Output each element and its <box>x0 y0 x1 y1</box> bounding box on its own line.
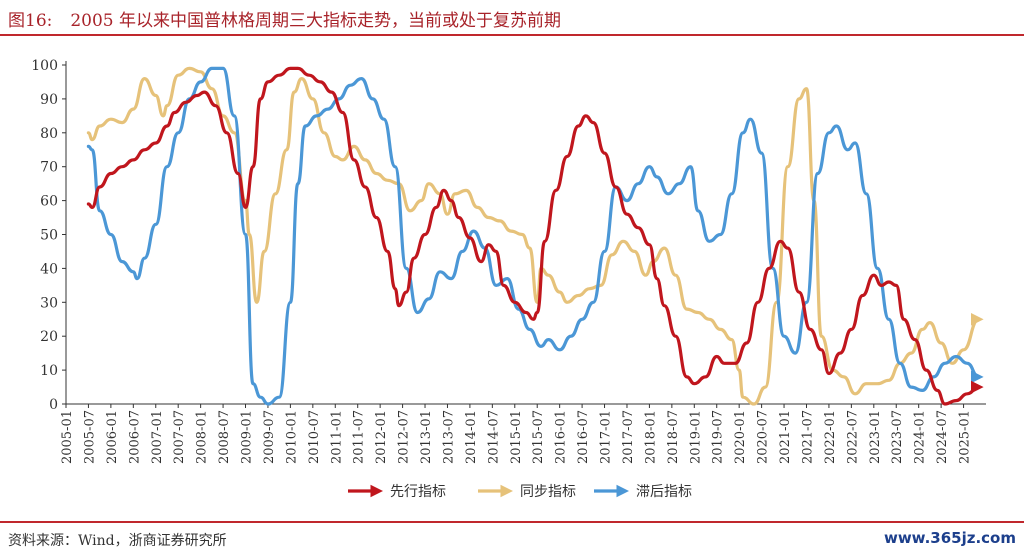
x-tick-label: 2005-01 <box>60 410 75 464</box>
x-tick-label: 2009-07 <box>262 410 277 464</box>
x-tick-label: 2021-07 <box>800 410 815 464</box>
y-tick-label: 40 <box>40 261 58 277</box>
x-tick-label: 2010-01 <box>284 410 299 464</box>
line-chart: 0 10 20 30 40 50 60 70 80 90 100 2005-01 2005-07 2006… <box>31 58 986 500</box>
x-tick-label: 2024-01 <box>913 410 928 464</box>
x-tick-label: 2015-07 <box>531 410 546 464</box>
x-tick-label: 2015-01 <box>509 410 524 464</box>
x-tick-label: 2007-01 <box>150 410 165 464</box>
x-tick-label: 2007-07 <box>172 410 187 464</box>
x-tick-label: 2011-07 <box>352 410 367 464</box>
plot-area <box>86 66 984 406</box>
y-tick-label: 30 <box>40 295 58 311</box>
top-rule <box>0 34 1024 36</box>
x-tick-label: 2013-07 <box>441 410 456 464</box>
figure-number: 图16: <box>8 11 53 31</box>
y-tick-label: 90 <box>40 92 58 108</box>
x-tick-label: 2019-07 <box>711 410 726 464</box>
x-tick-label: 2024-07 <box>935 410 950 464</box>
x-tick-label: 2013-01 <box>419 410 434 464</box>
x-tick-label: 2025-01 <box>958 410 973 464</box>
x-tick-label: 2010-07 <box>307 410 322 464</box>
series-line-coincident <box>86 66 984 406</box>
figure-title: 图16: 2005 年以来中国普林格周期三大指标走势，当前或处于复苏前期 <box>8 6 561 31</box>
x-tick-label: 2020-07 <box>756 410 771 464</box>
x-tick-label: 2006-01 <box>105 410 120 464</box>
source-note: 资料来源：Wind，浙商证券研究所 <box>8 533 227 549</box>
x-tick-label: 2006-07 <box>127 410 142 464</box>
x-tick-label: 2017-01 <box>599 410 614 464</box>
x-tick-label: 2018-07 <box>666 410 681 464</box>
y-tick-label: 60 <box>40 194 58 210</box>
legend-label: 同步指标 <box>520 484 576 500</box>
x-tick-label: 2019-01 <box>688 410 703 464</box>
series-line-leading <box>86 66 984 406</box>
x-tick-label: 2011-01 <box>329 410 344 464</box>
x-tick-label: 2017-07 <box>621 410 636 464</box>
x-tick-label: 2008-01 <box>195 410 210 464</box>
x-tick-label: 2016-07 <box>576 410 591 464</box>
y-tick-label: 10 <box>40 363 58 379</box>
y-tick-label: 0 <box>49 397 58 413</box>
bottom-rule <box>0 521 1024 523</box>
axes: 0 10 20 30 40 50 60 70 80 90 100 2005-01 2005-07 2006… <box>31 58 986 464</box>
x-tick-label: 2005-07 <box>82 410 97 464</box>
y-tick-label: 100 <box>31 58 58 74</box>
y-tick-label: 50 <box>40 228 58 244</box>
x-tick-label: 2023-01 <box>868 410 883 464</box>
x-tick-label: 2018-01 <box>643 410 658 464</box>
series-line-lagging <box>86 66 984 406</box>
x-tick-label: 2014-01 <box>464 410 479 464</box>
y-tick-label: 70 <box>40 160 58 176</box>
watermark: www.365jz.com <box>883 529 1016 547</box>
legend: 先行指标 同步指标 滞后指标 <box>348 484 692 500</box>
x-tick-label: 2022-01 <box>823 410 838 464</box>
figure-title-text: 2005 年以来中国普林格周期三大指标走势，当前或处于复苏前期 <box>70 11 562 31</box>
x-tick-label: 2012-01 <box>374 410 389 464</box>
x-tick-label: 2021-01 <box>778 410 793 464</box>
x-tick-label: 2012-07 <box>397 410 412 464</box>
x-tick-label: 2016-01 <box>554 410 569 464</box>
y-tick-label: 80 <box>40 126 58 142</box>
legend-label: 滞后指标 <box>636 484 692 500</box>
x-tick-label: 2020-01 <box>733 410 748 464</box>
x-tick-label: 2014-07 <box>486 410 501 464</box>
y-tick-label: 20 <box>40 329 58 345</box>
x-tick-label: 2009-01 <box>240 410 255 464</box>
legend-label: 先行指标 <box>390 484 446 500</box>
x-tick-label: 2023-07 <box>890 410 905 464</box>
x-tick-label: 2008-07 <box>217 410 232 464</box>
x-tick-label: 2022-07 <box>845 410 860 464</box>
